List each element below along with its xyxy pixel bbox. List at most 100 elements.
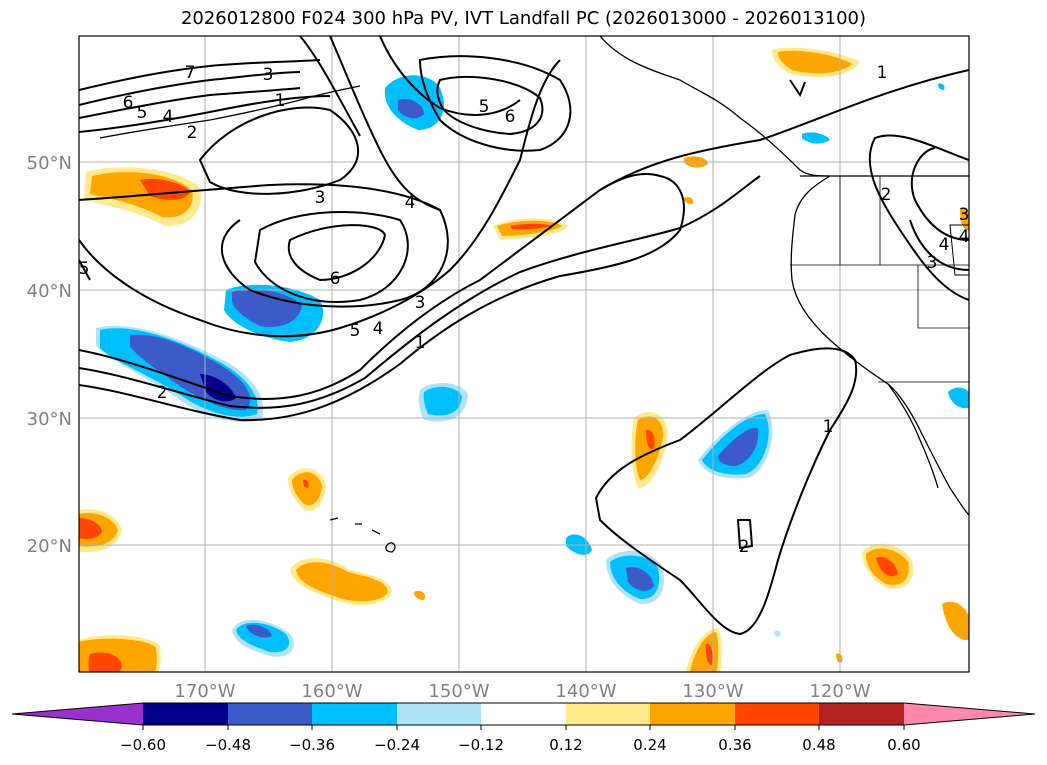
shading-layer	[79, 47, 969, 672]
colorbar-tick: 0.60	[887, 736, 920, 754]
colorbar-tick: 0.12	[549, 736, 582, 754]
shade-blob	[292, 472, 322, 506]
contour-label: 7	[185, 63, 196, 83]
contour-label: 6	[505, 107, 516, 127]
contour-label: 2	[157, 383, 168, 403]
colorbar-tick: 0.48	[802, 736, 835, 754]
contour-line	[79, 259, 91, 281]
contour-line	[868, 134, 969, 301]
alaska-coast	[599, 36, 831, 177]
shade-blob	[778, 50, 852, 74]
contour-line	[79, 71, 301, 106]
lon-label: 140°W	[555, 681, 616, 702]
contour-label: 4	[163, 107, 174, 127]
contour-label: 5	[137, 103, 148, 123]
contour-label: 3	[927, 253, 938, 273]
shade-blob	[635, 416, 664, 480]
contour-line	[329, 36, 441, 211]
lon-label: 120°W	[809, 681, 870, 702]
colorbar-segment	[312, 703, 397, 725]
contour-label: 4	[939, 235, 950, 255]
colorbar-segment	[228, 703, 312, 725]
contour-line	[736, 519, 754, 550]
shade-blob	[303, 479, 309, 488]
contour-line	[949, 224, 969, 276]
shade-blob	[646, 429, 655, 450]
shade-blob	[718, 427, 759, 466]
pv-contours	[79, 36, 969, 636]
shade-blob	[948, 387, 969, 409]
colorbar-tick: −0.36	[289, 736, 335, 754]
contour-line	[910, 147, 969, 241]
lat-label: 30°N	[27, 409, 72, 430]
colorbar-segment	[566, 703, 650, 725]
contour-line	[79, 59, 561, 338]
map-frame	[78, 35, 970, 673]
shade-blob	[705, 643, 713, 666]
contour-line	[198, 106, 359, 195]
contour-line	[909, 219, 969, 271]
lat-labels: 50°N 40°N 30°N 20°N	[27, 153, 72, 557]
colorbar-segment	[650, 703, 735, 725]
contour-line	[79, 172, 685, 422]
shade-blob	[876, 556, 898, 577]
lon-label: 150°W	[428, 681, 489, 702]
contour-label: 3	[315, 188, 326, 208]
shade-blob	[942, 601, 969, 641]
aleutian-chain	[99, 85, 361, 139]
lon-label: 130°W	[682, 681, 743, 702]
shade-blob	[88, 652, 122, 672]
state-border	[839, 176, 969, 329]
colorbar-tick: 0.36	[718, 736, 751, 754]
contour-label: 6	[330, 269, 341, 289]
shade-blob	[510, 223, 552, 230]
contour-line	[79, 59, 321, 91]
contour-label: 4	[959, 227, 970, 247]
contour-label: 3	[263, 65, 274, 85]
shade-blob	[414, 590, 426, 600]
colorbar-tick: −0.24	[374, 736, 420, 754]
map-title: 2026012800 F024 300 hPa PV, IVT Landfall…	[180, 8, 867, 29]
lat-label: 20°N	[27, 536, 72, 557]
contour-line	[418, 55, 572, 152]
shade-blob	[684, 197, 694, 204]
colorbar-segment	[143, 703, 228, 725]
contour-label: 2	[187, 123, 198, 143]
contour-line	[79, 183, 449, 308]
lat-label: 40°N	[27, 281, 72, 302]
colorbar-segment	[819, 703, 904, 725]
shade-blob	[246, 624, 272, 638]
lat-label: 50°N	[27, 153, 72, 174]
shade-blob	[626, 566, 654, 591]
colorbar-tick: −0.60	[120, 736, 166, 754]
contour-labels: 7 6 5 4 3 2 1 5 6 3 4 6 3 4 5 1 2 5 4 3 …	[79, 63, 970, 557]
contour-label: 1	[415, 333, 426, 353]
shade-blob	[296, 562, 388, 602]
lon-label: 170°W	[174, 681, 235, 702]
contour-line	[789, 79, 806, 98]
contour-line	[253, 211, 409, 303]
colorbar-segment	[397, 703, 481, 725]
contour-label: 4	[373, 319, 384, 339]
colorbar-tick: −0.48	[205, 736, 251, 754]
colorbar: −0.60 −0.48 −0.36 −0.24 −0.12 0.12 0.24 …	[11, 702, 1036, 754]
colorbar-segment	[12, 703, 143, 725]
shade-blob	[938, 83, 945, 90]
contour-line	[299, 36, 361, 137]
contour-label: 3	[959, 205, 970, 225]
contour-label: 1	[823, 417, 834, 437]
colorbar-tick: −0.12	[458, 736, 504, 754]
contour-label: 6	[123, 93, 134, 113]
shade-blob	[79, 518, 102, 540]
baja	[887, 383, 939, 489]
lon-labels: 170°W 160°W 150°W 140°W 130°W 120°W	[174, 681, 870, 702]
contour-line	[379, 36, 521, 116]
hawaii-islands	[329, 517, 396, 553]
shade-blob	[836, 653, 843, 663]
contour-label: 1	[275, 91, 286, 111]
shade-blob	[774, 630, 781, 637]
contour-line	[79, 95, 331, 133]
contour-label: 5	[479, 97, 490, 117]
colorbar-segment	[735, 703, 819, 725]
